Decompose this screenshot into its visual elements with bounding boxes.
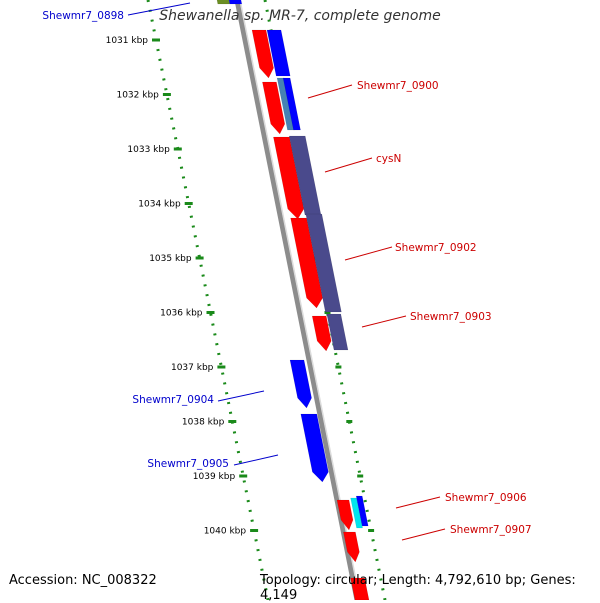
gene-label: Shewmr7_0900 bbox=[357, 80, 439, 92]
gene-red-bottom bbox=[350, 577, 370, 600]
gene-label: Shewmr7_0903 bbox=[410, 311, 492, 323]
scale-label: 1035 kbp bbox=[149, 254, 192, 264]
map-title: Shewanella sp. MR-7, complete genome bbox=[159, 8, 441, 24]
gene-label: Shewmr7_0898 bbox=[42, 10, 124, 22]
gene-label: Shewmr7_0902 bbox=[395, 242, 477, 254]
gene-blue-0905 bbox=[300, 413, 329, 483]
callout-line bbox=[344, 246, 393, 261]
gene-red-0902 bbox=[290, 217, 323, 309]
callout-line bbox=[361, 315, 407, 328]
scale-label: 1037 kbp bbox=[171, 363, 214, 373]
gene-olive-partial bbox=[216, 0, 231, 5]
callout-line bbox=[395, 496, 441, 509]
callout-line bbox=[127, 2, 191, 16]
gene-label: Shewmr7_0904 bbox=[132, 394, 214, 406]
gene-label: Shewmr7_0905 bbox=[147, 458, 229, 470]
scale-labels: 1031 kbp 1032 kbp 1033 kbp 1034 kbp 1035 kbp… bbox=[106, 36, 247, 537]
scale-label: 1033 kbp bbox=[127, 145, 170, 155]
gene-callouts: Shewmr7_0898 Shewmr7_0900 cysN Shewmr7_0902… bbox=[42, 2, 532, 541]
gene-slate-0902 bbox=[305, 213, 342, 313]
callout-line bbox=[401, 528, 446, 541]
gene-blue-0906 bbox=[355, 495, 369, 527]
gene-red-0906 bbox=[336, 499, 354, 531]
callout-line bbox=[233, 454, 279, 466]
scale-label: 1040 kbp bbox=[204, 527, 247, 537]
gene-red-0903 bbox=[311, 315, 332, 352]
gene-red-1031 bbox=[251, 29, 274, 79]
scale-label: 1036 kbp bbox=[160, 309, 203, 319]
gene-blue-partial-top bbox=[228, 0, 243, 5]
gene-cyan-0906 bbox=[350, 497, 363, 529]
gene-features bbox=[216, 0, 370, 600]
scale-dotted-line-left bbox=[146, 0, 270, 600]
gene-red-0900 bbox=[262, 81, 286, 135]
scale-label: 1034 kbp bbox=[138, 200, 181, 210]
gene-label: Shewmr7_0907 bbox=[450, 524, 532, 536]
gene-red-cysN bbox=[273, 136, 305, 220]
gene-blue-0900 bbox=[282, 77, 301, 131]
callout-line bbox=[307, 84, 353, 99]
gene-label: cysN bbox=[376, 153, 401, 165]
callout-line bbox=[217, 390, 265, 402]
scale-label: 1039 kbp bbox=[193, 472, 236, 482]
scale-label: 1032 kbp bbox=[116, 91, 159, 101]
gene-blue-0904 bbox=[289, 359, 312, 409]
gene-red-0907 bbox=[343, 531, 360, 563]
gene-slate-0903 bbox=[326, 313, 349, 351]
callout-line bbox=[324, 157, 373, 173]
gene-blue-1031 bbox=[266, 29, 291, 77]
scale-label: 1031 kbp bbox=[106, 36, 149, 46]
scale-label: 1038 kbp bbox=[182, 418, 225, 428]
genome-summary-text: Topology: circular; Length: 4,792,610 bp… bbox=[260, 573, 576, 603]
gene-label: Shewmr7_0906 bbox=[445, 492, 527, 504]
accession-text: Accession: NC_008322 bbox=[9, 573, 157, 588]
